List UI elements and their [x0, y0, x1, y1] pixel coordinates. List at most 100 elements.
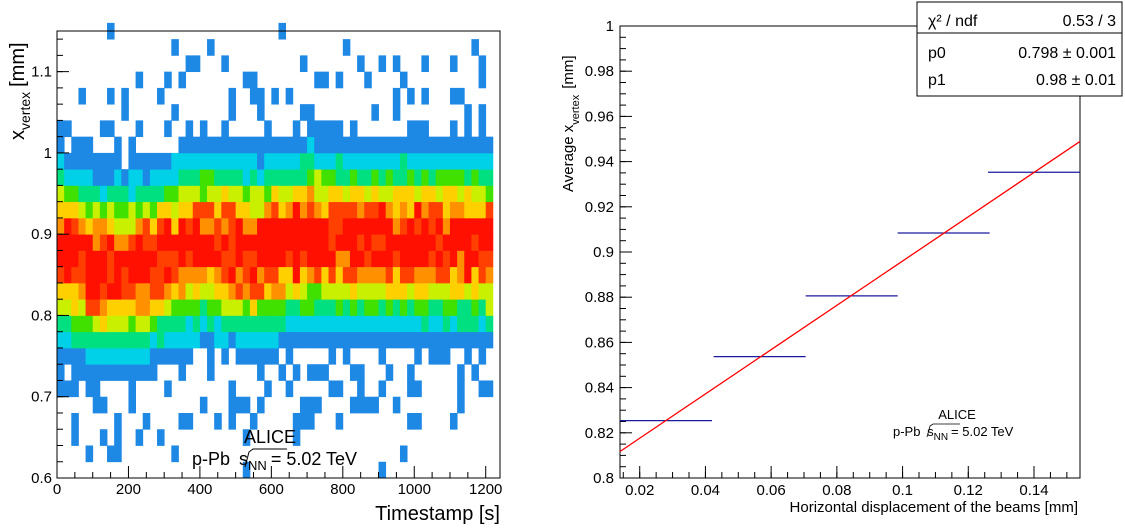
- heatmap-cell: [349, 331, 358, 349]
- heatmap-cell: [335, 152, 344, 170]
- heatmap-cell: [221, 315, 229, 333]
- heatmap-cell: [292, 250, 301, 268]
- heatmap-cell: [57, 266, 65, 284]
- heatmap-cell: [392, 315, 401, 333]
- heatmap-cell: [128, 234, 136, 251]
- heatmap-cell: [314, 71, 322, 89]
- heatmap-cell: [414, 266, 422, 284]
- heatmap-cell: [392, 104, 401, 121]
- heatmap-cell: [214, 234, 222, 251]
- heatmap-cell: [349, 234, 358, 251]
- x-tick-label: 0.12: [954, 482, 983, 499]
- heatmap-cell: [107, 250, 115, 268]
- heatmap-cell: [85, 364, 94, 381]
- heatmap-cell: [449, 136, 458, 154]
- heatmap-cell: [142, 266, 151, 284]
- heatmap-cell: [249, 412, 258, 430]
- heatmap-cell: [328, 282, 337, 300]
- heatmap-cell: [71, 185, 79, 203]
- heatmap-cell: [235, 234, 244, 251]
- heatmap-cell: [414, 331, 422, 349]
- heatmap-cell: [257, 201, 265, 219]
- heatmap-cell: [371, 315, 379, 333]
- heatmap-cell: [457, 201, 465, 219]
- stats-box: χ² / ndf 0.53 / 3 p0 0.798 ± 0.001 p1 0.…: [916, 1, 1123, 97]
- heatmap-cell: [242, 331, 251, 349]
- heatmap-cell: [99, 282, 108, 300]
- heatmap-cell: [71, 217, 79, 235]
- heatmap-cell: [314, 234, 322, 251]
- heatmap-cell: [357, 380, 365, 398]
- heatmap-cell: [228, 87, 237, 105]
- heatmap-cell: [142, 152, 151, 170]
- heatmap-cell: [321, 152, 329, 170]
- heatmap-cell: [235, 185, 244, 203]
- heatmap-cell: [157, 315, 165, 333]
- heatmap-cell: [57, 315, 65, 333]
- heatmap-cell: [385, 136, 394, 154]
- heatmap-cell: [399, 445, 408, 463]
- heatmap-cell: [485, 217, 494, 235]
- heatmap-cell: [57, 136, 65, 154]
- heatmap-cell: [385, 331, 394, 349]
- heatmap-cell: [428, 347, 437, 365]
- heatmap-cell: [135, 347, 144, 365]
- heatmap-cell: [264, 185, 272, 203]
- heatmap-cell: [385, 282, 394, 300]
- heatmap-cell: [357, 396, 365, 414]
- heatmap-cell: [335, 136, 344, 154]
- heatmap-cell: [71, 347, 79, 365]
- heatmap-cell: [349, 152, 358, 170]
- heatmap-cell: [364, 234, 372, 251]
- heatmap-cell: [171, 169, 179, 186]
- heatmap-cell: [392, 396, 401, 414]
- heatmap-cell: [285, 201, 294, 219]
- heatmap-cell: [278, 250, 287, 268]
- heatmap-cell: [299, 282, 308, 300]
- heatmap-cell: [371, 250, 379, 268]
- heatmap-cell: [128, 396, 136, 414]
- heatmap-cell: [335, 331, 344, 349]
- heatmap-cell: [64, 282, 72, 300]
- heatmap-cell: [357, 185, 365, 203]
- heatmap-cell: [264, 299, 272, 316]
- heatmap-cell: [464, 250, 472, 268]
- heatmap-cell: [99, 266, 108, 284]
- heatmap-cell: [235, 282, 244, 300]
- heatmap-cell: [271, 315, 279, 333]
- heatmap-cell: [235, 315, 244, 333]
- heatmap-cell: [249, 217, 258, 235]
- y-axis-title-unit: [mm]: [7, 42, 29, 86]
- heatmap-cell: [385, 234, 394, 251]
- heatmap-cell: [171, 315, 179, 333]
- heatmap-cell: [342, 201, 351, 219]
- heatmap-cell: [64, 250, 72, 268]
- heatmap-cell: [57, 217, 65, 235]
- heatmap-cell: [314, 120, 322, 138]
- heatmap-cell: [192, 152, 201, 170]
- heatmap-cell: [299, 201, 308, 219]
- heatmap-cell: [392, 136, 401, 154]
- heatmap-cell: [99, 315, 108, 333]
- heatmap-cell: [149, 152, 158, 170]
- heatmap-cell: [314, 217, 322, 235]
- heatmap-cell: [407, 120, 415, 138]
- heatmap-cell: [449, 55, 458, 73]
- heatmap-cell: [185, 412, 194, 430]
- heatmap-cell: [114, 331, 122, 349]
- heatmap-cell: [92, 364, 101, 381]
- heatmap-cell: [271, 87, 279, 105]
- heatmap-cell: [421, 120, 429, 138]
- heatmap-cell: [271, 282, 279, 300]
- heatmap-cell: [164, 185, 172, 203]
- heatmap-cell: [421, 315, 429, 333]
- heatmap-cell: [207, 234, 215, 251]
- heatmap-cell: [228, 234, 237, 251]
- heatmap-cell: [114, 412, 122, 430]
- heatmap-cell: [107, 266, 115, 284]
- y-axis-title-sub: vertex: [570, 94, 582, 124]
- heatmap-cell: [221, 299, 229, 316]
- heatmap-cell: [107, 217, 115, 235]
- heatmap-cell: [449, 412, 458, 430]
- heatmap-cell: [64, 201, 72, 219]
